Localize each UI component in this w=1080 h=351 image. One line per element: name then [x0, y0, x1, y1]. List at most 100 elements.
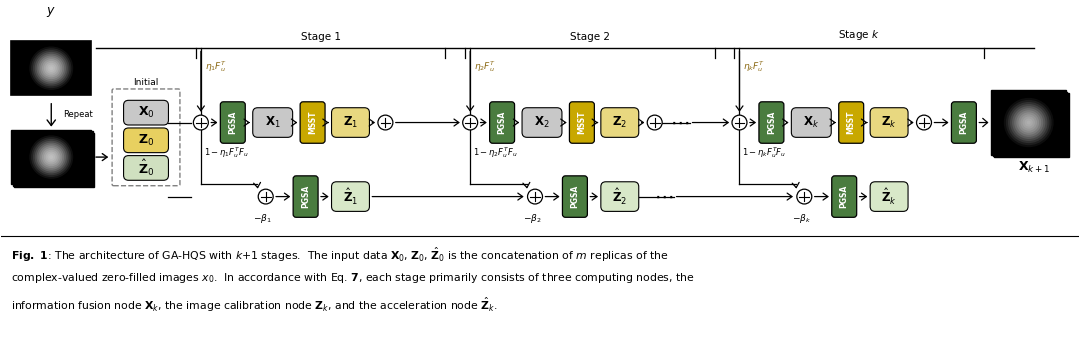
Circle shape	[1010, 104, 1048, 141]
Circle shape	[29, 47, 73, 90]
Circle shape	[647, 115, 662, 130]
Circle shape	[1014, 108, 1043, 137]
FancyBboxPatch shape	[600, 182, 638, 211]
Circle shape	[1018, 112, 1039, 133]
Text: PGSA: PGSA	[498, 111, 507, 134]
FancyBboxPatch shape	[870, 182, 908, 211]
Text: Stage 1: Stage 1	[300, 32, 340, 41]
Circle shape	[45, 152, 57, 163]
Text: $\mathbf{X}_2$: $\mathbf{X}_2$	[535, 115, 550, 130]
FancyBboxPatch shape	[489, 102, 514, 143]
FancyBboxPatch shape	[563, 176, 588, 217]
Text: MSST: MSST	[847, 111, 855, 134]
FancyBboxPatch shape	[123, 155, 168, 180]
Text: $\mathbf{Z}_2$: $\mathbf{Z}_2$	[612, 115, 627, 130]
Text: PGSA: PGSA	[767, 111, 775, 134]
Circle shape	[42, 59, 60, 77]
Circle shape	[1025, 119, 1032, 127]
Bar	[993, 92, 1067, 156]
Text: $-\beta_1$: $-\beta_1$	[254, 212, 272, 225]
Text: MSST: MSST	[578, 111, 586, 134]
FancyBboxPatch shape	[332, 182, 369, 211]
Text: PGSA: PGSA	[840, 185, 849, 208]
Text: $1-\eta_1 F_u^T F_u$: $1-\eta_1 F_u^T F_u$	[204, 145, 248, 160]
Text: PGSA: PGSA	[959, 111, 969, 134]
Circle shape	[42, 148, 60, 166]
Circle shape	[732, 115, 747, 130]
Text: $y$: $y$	[46, 5, 56, 19]
Circle shape	[1021, 114, 1037, 131]
Text: $\mathbf{X}_1$: $\mathbf{X}_1$	[265, 115, 281, 130]
FancyBboxPatch shape	[522, 108, 562, 137]
Circle shape	[39, 144, 64, 170]
Circle shape	[50, 66, 53, 70]
FancyBboxPatch shape	[759, 102, 784, 143]
Circle shape	[40, 57, 63, 79]
FancyBboxPatch shape	[870, 108, 908, 137]
Circle shape	[1012, 106, 1045, 139]
Circle shape	[378, 115, 393, 130]
Text: PGSA: PGSA	[301, 185, 310, 208]
Text: Stage $k$: Stage $k$	[838, 28, 880, 41]
Bar	[13, 131, 93, 186]
Text: Initial: Initial	[133, 79, 159, 87]
Text: $-\beta_2$: $-\beta_2$	[523, 212, 541, 225]
Text: $\hat{\mathbf{Z}}_1$: $\hat{\mathbf{Z}}_1$	[343, 186, 359, 207]
FancyBboxPatch shape	[600, 108, 638, 137]
Circle shape	[258, 189, 273, 204]
FancyBboxPatch shape	[253, 108, 293, 137]
Text: $\mathbf{Z}_k$: $\mathbf{Z}_k$	[881, 115, 897, 130]
Circle shape	[48, 153, 55, 161]
Bar	[12, 130, 91, 184]
Bar	[12, 41, 91, 95]
Text: PGSA: PGSA	[228, 111, 238, 134]
FancyBboxPatch shape	[220, 102, 245, 143]
Circle shape	[45, 63, 57, 74]
Text: $\cdots$: $\cdots$	[670, 113, 689, 132]
Circle shape	[44, 61, 58, 75]
Circle shape	[797, 189, 812, 204]
Circle shape	[33, 50, 69, 86]
Text: $\cdots$: $\cdots$	[654, 187, 673, 206]
Text: $1-\eta_2 F_u^T F_u$: $1-\eta_2 F_u^T F_u$	[473, 145, 517, 160]
Text: Repeat: Repeat	[64, 110, 93, 119]
Circle shape	[35, 141, 68, 173]
FancyBboxPatch shape	[293, 176, 319, 217]
FancyBboxPatch shape	[792, 108, 832, 137]
FancyBboxPatch shape	[332, 108, 369, 137]
Text: $\mathbf{Fig.\ 1}$: The architecture of GA-HQS with $k$+1 stages.  The input dat: $\mathbf{Fig.\ 1}$: The architecture of …	[12, 246, 670, 264]
FancyBboxPatch shape	[569, 102, 594, 143]
Text: PGSA: PGSA	[570, 185, 579, 208]
Text: $-\beta_k$: $-\beta_k$	[792, 212, 811, 225]
Bar	[991, 91, 1066, 155]
Text: information fusion node $\mathbf{X}_k$, the image calibration node $\mathbf{Z}_k: information fusion node $\mathbf{X}_k$, …	[12, 295, 498, 314]
Circle shape	[1027, 120, 1030, 125]
Circle shape	[44, 150, 58, 165]
Circle shape	[1005, 100, 1052, 145]
FancyBboxPatch shape	[123, 100, 168, 125]
Text: $\mathbf{Z}_0$: $\mathbf{Z}_0$	[138, 133, 154, 148]
Circle shape	[193, 115, 208, 130]
Text: $\hat{\mathbf{Z}}_0$: $\hat{\mathbf{Z}}_0$	[138, 158, 154, 178]
Circle shape	[37, 143, 66, 172]
Circle shape	[1016, 110, 1041, 135]
Circle shape	[31, 48, 71, 88]
FancyBboxPatch shape	[300, 102, 325, 143]
Text: $\mathbf{X}_k$: $\mathbf{X}_k$	[804, 115, 820, 130]
Text: $\mathbf{Z}_1$: $\mathbf{Z}_1$	[343, 115, 359, 130]
Circle shape	[917, 115, 931, 130]
Circle shape	[50, 155, 53, 159]
Text: $\hat{\mathbf{Z}}_k$: $\hat{\mathbf{Z}}_k$	[881, 186, 897, 207]
Text: $\mathbf{X}_0$: $\mathbf{X}_0$	[137, 105, 154, 120]
Circle shape	[35, 52, 68, 85]
Text: $\hat{\mathbf{Z}}_2$: $\hat{\mathbf{Z}}_2$	[612, 186, 627, 207]
FancyBboxPatch shape	[951, 102, 976, 143]
Text: $1-\eta_k F_u^T F_u$: $1-\eta_k F_u^T F_u$	[742, 145, 786, 160]
Circle shape	[39, 55, 64, 81]
Circle shape	[37, 54, 66, 83]
Text: Stage 2: Stage 2	[570, 32, 610, 41]
Circle shape	[33, 139, 69, 175]
Circle shape	[1003, 98, 1054, 147]
Circle shape	[1008, 102, 1050, 143]
Circle shape	[1023, 117, 1035, 128]
